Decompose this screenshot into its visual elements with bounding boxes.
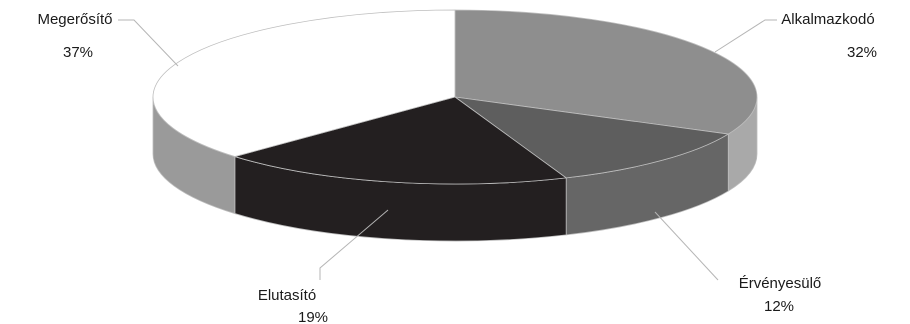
leader-line-megerosito (118, 19, 179, 67)
pie-slice-ervenyesulo (454, 96, 730, 179)
leader-line-elutasito (319, 209, 389, 280)
label-value-elutasito: 19% (298, 309, 328, 324)
label-value-megerosito: 37% (63, 44, 93, 61)
label-name-elutasito: Elutasító (258, 287, 316, 304)
pie-slice-alkalmazkodo (454, 9, 758, 135)
label-value-alkalmazkodo: 32% (847, 44, 877, 61)
leader-line-ervenyesulo (654, 211, 719, 281)
label-name-ervenyesulo: Érvényesülő (739, 275, 822, 292)
leader-line-alkalmazkodo (714, 19, 777, 53)
label-name-alkalmazkodo: Alkalmazkodó (781, 11, 874, 28)
label-name-megerosito: Megerősítő (37, 11, 112, 28)
label-value-ervenyesulo: 12% (764, 298, 794, 315)
pie-slice-megerosito (152, 9, 456, 157)
pie-slice-elutasito (233, 96, 568, 185)
